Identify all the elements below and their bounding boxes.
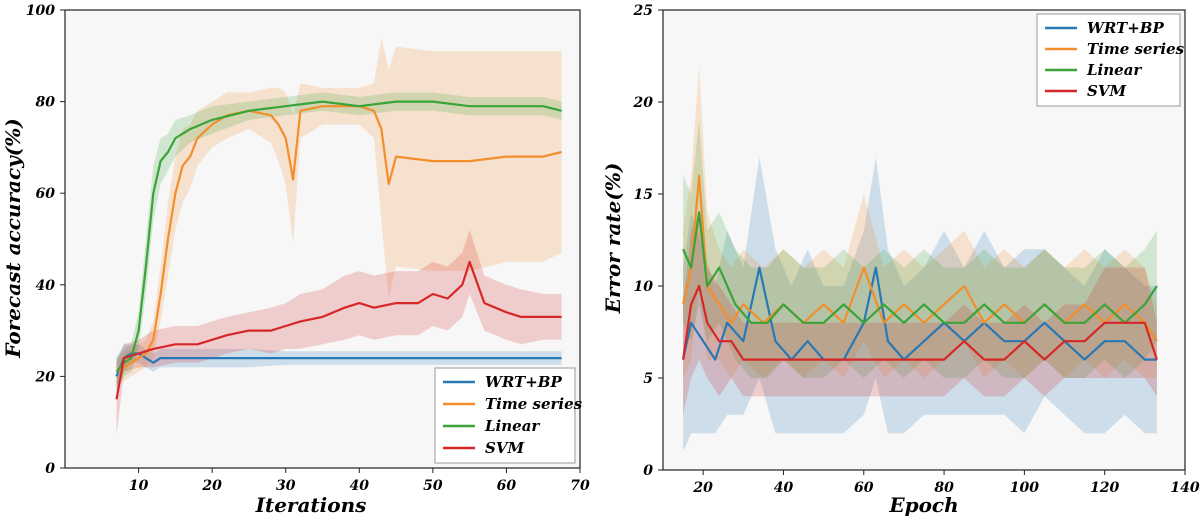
right-x-tick-label: 60 <box>854 480 874 496</box>
right-y-tick-label: 25 <box>633 3 653 19</box>
right-lines <box>682 174 1158 361</box>
right-x-tick-label: 40 <box>774 480 794 496</box>
right-x-tick-label: 80 <box>934 480 954 496</box>
left-plot-frame <box>64 9 581 469</box>
left-x-tick-label: 50 <box>423 478 443 494</box>
right-plot-frame <box>662 9 1186 471</box>
right-bands <box>683 65 1157 452</box>
right-linear-band <box>683 120 1157 379</box>
left-x-tick-label: 10 <box>129 478 149 494</box>
left-linear-line <box>115 100 562 373</box>
left-legend-label-linear: Linear <box>484 417 540 435</box>
left-legend: WRT+BP Time series Linear SVM <box>434 367 583 464</box>
left-x-tick-label: 20 <box>201 478 222 494</box>
right-chart: 20 40 60 80 100 120 140 0 5 10 15 20 25 Epoch Error… <box>601 3 1200 517</box>
right-y-tick-label: 5 <box>643 371 653 387</box>
left-y-tick-label: 80 <box>36 95 56 111</box>
right-y-tick-label: 20 <box>633 95 654 111</box>
right-legend: WRT+BP Time series Linear SVM <box>1036 13 1185 107</box>
left-legend-label-wrt-bp: WRT+BP <box>485 373 562 391</box>
left-x-tick-label: 40 <box>350 478 370 494</box>
right-x-axis-title: Epoch <box>888 493 958 517</box>
right-legend-label-linear: Linear <box>1086 61 1142 79</box>
left-x-tick-label: 30 <box>276 478 296 494</box>
left-x-axis-title: Iterations <box>255 493 367 517</box>
right-x-ticks: 20 40 60 80 100 120 140 <box>692 470 1200 496</box>
left-legend-label-time-series: Time series <box>485 395 583 413</box>
right-y-ticks: 0 5 10 15 20 25 <box>633 3 663 479</box>
left-x-tick-label: 60 <box>497 478 517 494</box>
left-y-tick-label: 40 <box>36 278 56 294</box>
left-y-ticks: 0 20 40 60 80 100 <box>26 3 65 477</box>
left-time-series-line <box>115 105 562 373</box>
left-time-series-band <box>116 37 562 386</box>
left-chart: 10 20 30 40 50 60 70 0 20 40 60 80 100 Iterations F… <box>1 3 590 517</box>
right-y-tick-label: 10 <box>634 279 654 295</box>
left-x-tick-label: 70 <box>570 478 590 494</box>
left-y-tick-label: 20 <box>35 369 56 385</box>
left-y-tick-label: 100 <box>26 3 55 19</box>
right-y-axis-title: Error rate(%) <box>601 163 625 315</box>
left-lines <box>115 100 562 400</box>
left-x-ticks: 10 20 30 40 50 60 70 <box>129 468 590 494</box>
left-svm-band <box>116 229 562 436</box>
right-legend-label-svm: SVM <box>1087 82 1126 100</box>
left-bands <box>116 37 562 436</box>
right-legend-label-wrt-bp: WRT+BP <box>1087 19 1164 37</box>
right-x-tick-label: 140 <box>1170 480 1199 496</box>
right-time-series-band <box>683 65 1157 378</box>
right-y-tick-label: 0 <box>643 463 653 479</box>
right-svm-line <box>682 284 1158 361</box>
right-wrt-bp-line <box>682 266 1157 361</box>
left-legend-label-svm: SVM <box>485 439 524 457</box>
left-y-axis-title: Forecast accuracy(%) <box>1 118 25 358</box>
right-svm-band <box>683 212 1157 415</box>
right-y-tick-label: 15 <box>634 187 653 203</box>
right-x-tick-label: 120 <box>1090 480 1119 496</box>
left-wrt-bp-band <box>116 344 562 395</box>
right-x-tick-label: 20 <box>692 480 713 496</box>
left-y-tick-label: 60 <box>36 186 56 202</box>
right-linear-line <box>682 211 1158 324</box>
left-svm-line <box>115 260 562 400</box>
right-legend-label-time-series: Time series <box>1087 40 1185 58</box>
right-wrt-bp-band <box>683 157 1157 452</box>
left-y-tick-label: 0 <box>45 461 55 477</box>
right-x-tick-label: 100 <box>1010 480 1039 496</box>
